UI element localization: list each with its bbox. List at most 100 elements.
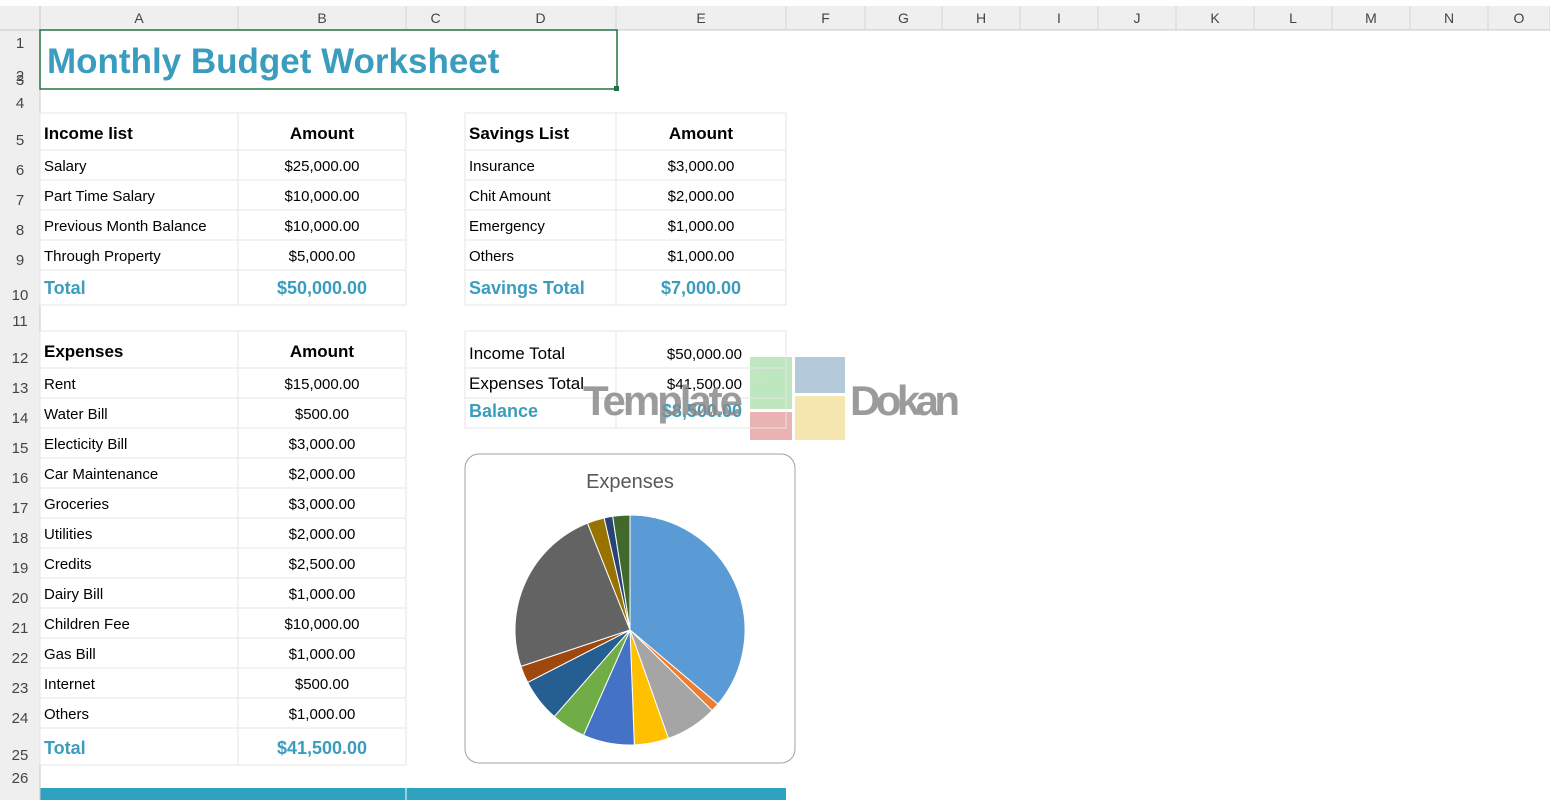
column-header: A bbox=[134, 10, 144, 26]
body-amount: $50,000.00 bbox=[667, 346, 742, 363]
body-label: Rent bbox=[44, 376, 77, 393]
footer-band bbox=[40, 788, 786, 800]
body-amount: $15,000.00 bbox=[284, 376, 359, 393]
column-header: M bbox=[1365, 10, 1377, 26]
row-header: 23 bbox=[12, 680, 29, 697]
row-header: 7 bbox=[16, 192, 24, 209]
cell bbox=[237, 269, 407, 306]
header-label: Income list bbox=[44, 124, 133, 143]
total-amount: $41,500.00 bbox=[277, 738, 367, 758]
body-amount: $3,000.00 bbox=[289, 496, 356, 513]
total-label: Total bbox=[44, 278, 86, 298]
row-header: 13 bbox=[12, 380, 29, 397]
body-label: Expenses Total bbox=[469, 374, 584, 393]
cell bbox=[615, 269, 787, 306]
logo-square bbox=[750, 412, 792, 440]
row-header: 11 bbox=[12, 313, 28, 330]
row-header: 5 bbox=[16, 132, 24, 149]
body-label: Others bbox=[44, 706, 89, 723]
row-header: 9 bbox=[16, 252, 24, 269]
row-header: 2 bbox=[16, 68, 24, 85]
row-header: 21 bbox=[12, 620, 29, 637]
row-header: 20 bbox=[12, 590, 29, 607]
body-amount: $2,500.00 bbox=[289, 556, 356, 573]
header-label: Savings List bbox=[469, 124, 569, 143]
cell bbox=[237, 727, 407, 766]
body-label: Insurance bbox=[469, 158, 535, 175]
column-header: G bbox=[898, 10, 909, 26]
body-label: Utilities bbox=[44, 526, 92, 543]
logo-square bbox=[795, 396, 845, 440]
column-header: K bbox=[1210, 10, 1220, 26]
column-header: L bbox=[1289, 10, 1297, 26]
column-header-bar bbox=[0, 6, 1550, 30]
body-label: Electicity Bill bbox=[44, 436, 127, 453]
row-header: 24 bbox=[12, 710, 29, 727]
body-label: Dairy Bill bbox=[44, 586, 103, 603]
body-label: Previous Month Balance bbox=[44, 218, 207, 235]
logo-square bbox=[795, 357, 845, 393]
sheet-title: Monthly Budget Worksheet bbox=[47, 42, 500, 81]
body-label: Emergency bbox=[469, 218, 545, 235]
total-label: Total bbox=[44, 738, 86, 758]
column-header: F bbox=[821, 10, 830, 26]
body-amount: $2,000.00 bbox=[289, 526, 356, 543]
body-amount: $10,000.00 bbox=[284, 218, 359, 235]
column-header: I bbox=[1057, 10, 1061, 26]
total-amount: $50,000.00 bbox=[277, 278, 367, 298]
body-label: Part Time Salary bbox=[44, 188, 155, 205]
header-amount: Amount bbox=[290, 342, 355, 361]
body-label: Internet bbox=[44, 676, 96, 693]
body-label: Others bbox=[469, 248, 514, 265]
body-amount: $41,500.00 bbox=[667, 376, 742, 393]
column-header: B bbox=[317, 10, 326, 26]
row-header: 12 bbox=[12, 350, 29, 367]
watermark-text: Template bbox=[583, 377, 743, 424]
header-amount: Amount bbox=[290, 124, 355, 143]
total-amount: $8,500.00 bbox=[662, 401, 742, 421]
body-amount: $2,000.00 bbox=[289, 466, 356, 483]
row-header: 6 bbox=[16, 162, 24, 179]
row-header: 15 bbox=[12, 440, 29, 457]
body-amount: $1,000.00 bbox=[668, 218, 735, 235]
cell bbox=[615, 397, 787, 429]
body-label: Gas Bill bbox=[44, 646, 96, 663]
row-header: 1 bbox=[16, 35, 24, 52]
row-header-bar bbox=[0, 30, 40, 800]
logo-square bbox=[750, 357, 792, 409]
row-header: 3 bbox=[16, 72, 24, 89]
row-header: 25 bbox=[12, 747, 29, 764]
body-amount: $1,000.00 bbox=[289, 586, 356, 603]
body-amount: $5,000.00 bbox=[289, 248, 356, 265]
body-label: Groceries bbox=[44, 496, 109, 513]
pie-slice bbox=[612, 514, 631, 631]
row-header: 4 bbox=[16, 95, 24, 112]
total-amount: $7,000.00 bbox=[661, 278, 741, 298]
watermark-text: Dokan bbox=[850, 377, 960, 424]
body-amount: $10,000.00 bbox=[284, 616, 359, 633]
row-header: 10 bbox=[12, 287, 29, 304]
selection-handle bbox=[614, 86, 619, 91]
selected-cell bbox=[39, 29, 618, 90]
body-label: Through Property bbox=[44, 248, 161, 265]
row-header: 14 bbox=[12, 410, 29, 427]
header-label: Expenses bbox=[44, 342, 123, 361]
body-amount: $500.00 bbox=[295, 406, 349, 423]
body-amount: $3,000.00 bbox=[289, 436, 356, 453]
row-header: 16 bbox=[12, 470, 29, 487]
row-header: 22 bbox=[12, 650, 29, 667]
body-label: Water Bill bbox=[44, 406, 108, 423]
body-label: Salary bbox=[44, 158, 87, 175]
body-label: Car Maintenance bbox=[44, 466, 158, 483]
row-header: 18 bbox=[12, 530, 29, 547]
total-label: Savings Total bbox=[469, 278, 585, 298]
column-header: J bbox=[1134, 10, 1141, 26]
column-header: E bbox=[696, 10, 705, 26]
body-amount: $10,000.00 bbox=[284, 188, 359, 205]
body-label: Chit Amount bbox=[469, 188, 552, 205]
column-header: O bbox=[1514, 10, 1525, 26]
row-header: 19 bbox=[12, 560, 29, 577]
body-label: Credits bbox=[44, 556, 92, 573]
